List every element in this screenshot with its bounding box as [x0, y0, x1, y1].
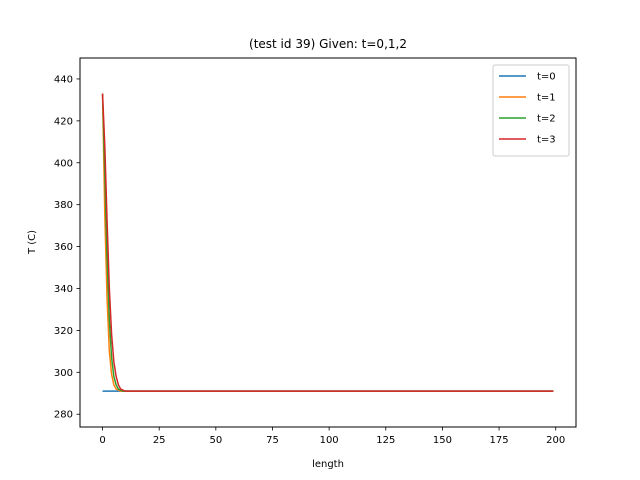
y-tick-label: 380	[54, 200, 73, 211]
x-tick-label: 175	[490, 435, 509, 446]
x-tick-label: 25	[153, 435, 166, 446]
legend-box	[492, 64, 570, 157]
legend-label: t=0	[537, 72, 556, 83]
y-axis: 280 300 320 340 360 380 400 420 440	[54, 74, 80, 421]
y-tick-label: 400	[54, 158, 73, 169]
legend-label: t=1	[537, 93, 556, 104]
y-tick-label: 340	[54, 284, 73, 295]
x-tick-label: 150	[433, 435, 452, 446]
plot-area	[101, 93, 554, 392]
x-tick-label: 200	[546, 435, 565, 446]
y-tick-label: 300	[54, 368, 73, 379]
axes-frame	[79, 57, 577, 428]
y-tick-label: 440	[54, 74, 73, 85]
y-tick-label: 280	[54, 410, 73, 421]
y-tick-label: 320	[54, 326, 73, 337]
x-tick-label: 50	[209, 435, 222, 446]
y-axis-label: T (C)	[27, 230, 38, 255]
x-tick-label: 75	[266, 435, 279, 446]
legend-label: t=2	[537, 114, 556, 125]
series-line-2	[101, 93, 554, 392]
x-tick-label: 100	[320, 435, 339, 446]
y-tick-label: 420	[54, 116, 73, 127]
legend-label: t=3	[537, 135, 556, 146]
y-tick-label: 360	[54, 242, 73, 253]
x-tick-label: 0	[99, 435, 105, 446]
x-axis-label: length	[312, 459, 344, 470]
chart-title: (test id 39) Given: t=0,1,2	[249, 37, 407, 51]
series-line-1	[101, 93, 554, 392]
x-axis: 0 25 50 75 100 125 150 175 200	[99, 427, 565, 446]
legend: t=0 t=1 t=2 t=3	[492, 64, 570, 157]
series-line-3	[101, 93, 554, 392]
x-tick-label: 125	[376, 435, 395, 446]
